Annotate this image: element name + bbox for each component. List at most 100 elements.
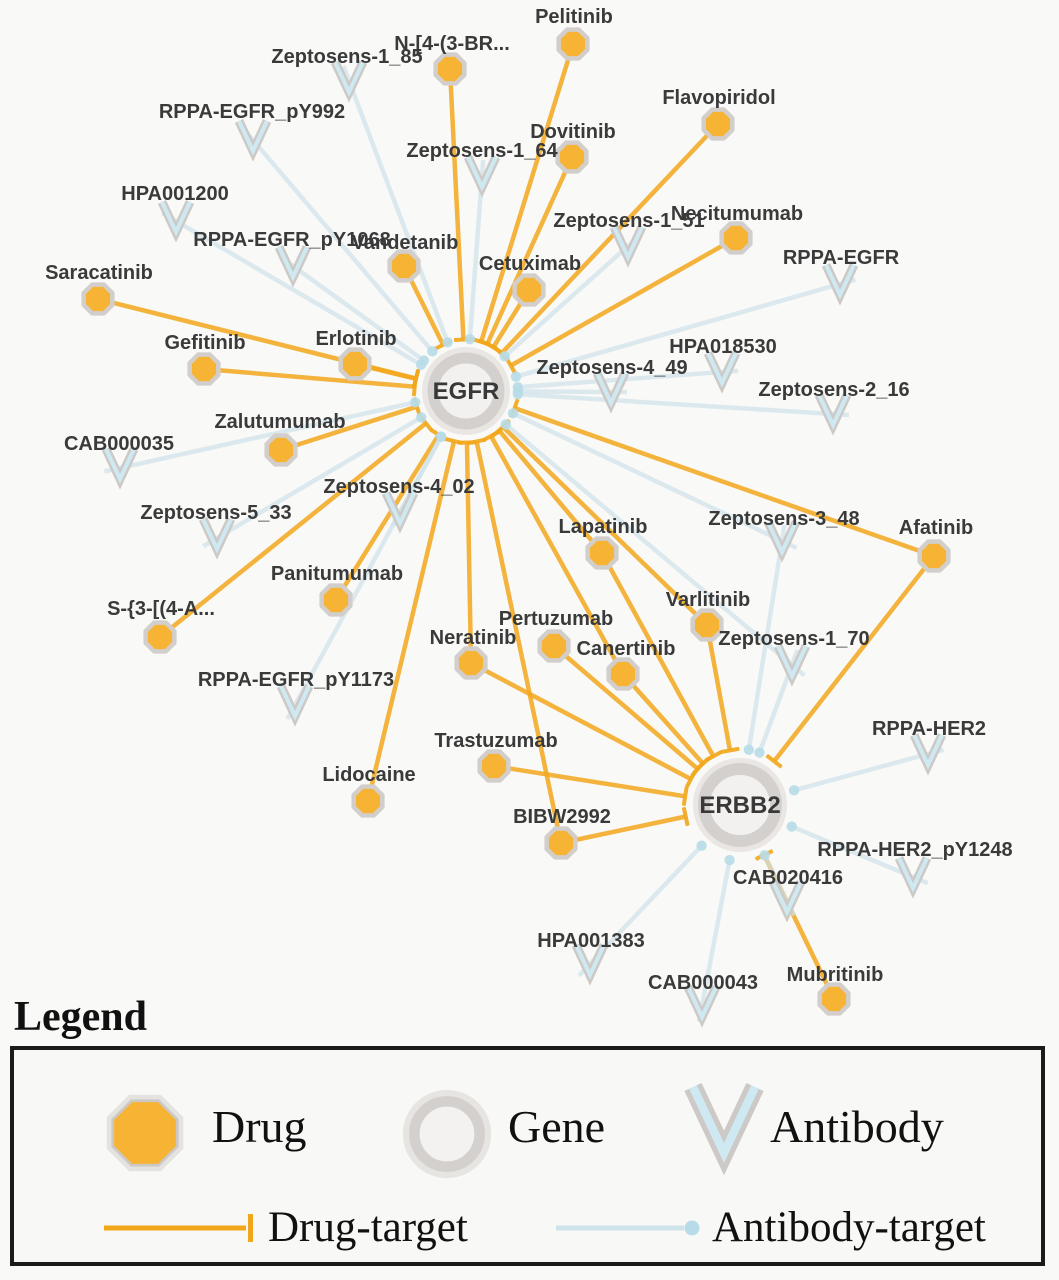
node-label: Cetuximab xyxy=(479,253,581,275)
drug-target-edge xyxy=(495,419,709,627)
node-label: RPPA-HER2 xyxy=(872,718,986,740)
antibody-target-edge xyxy=(499,233,642,362)
antibody-node[interactable] xyxy=(683,985,721,1028)
node-label: Zeptosens-3_48 xyxy=(708,508,859,530)
node-label: Zeptosens-1_70 xyxy=(718,628,869,650)
antibody-node[interactable] xyxy=(592,371,630,414)
drug-target-edge xyxy=(600,551,723,763)
node-label: RPPA-HER2_pY1248 xyxy=(817,839,1012,861)
node-label: Pelitinib xyxy=(535,6,613,28)
antibody-node[interactable] xyxy=(909,733,947,776)
drug-octagon-icon xyxy=(106,1094,184,1172)
node-label: Saracatinib xyxy=(45,262,153,284)
drug-target-edge xyxy=(621,672,712,772)
antibody-node[interactable] xyxy=(763,520,801,563)
drug-node[interactable] xyxy=(143,620,177,654)
label-layer: Pelitinib N-[4-(3-BR... Flavopiridol Doviti… xyxy=(45,6,1013,994)
node-label: Zeptosens-2_16 xyxy=(758,379,909,401)
antibody-node[interactable] xyxy=(276,684,314,727)
drug-target-edge xyxy=(280,397,422,453)
antibody-node[interactable] xyxy=(821,263,859,306)
drug-target-edge xyxy=(560,807,690,846)
node-label: Necitumumab xyxy=(671,203,803,225)
drug-node[interactable] xyxy=(556,27,590,61)
drug-node[interactable] xyxy=(187,352,221,386)
gene-node[interactable] xyxy=(422,347,510,435)
node-label: CAB020416 xyxy=(733,867,843,889)
drug-node[interactable] xyxy=(544,826,578,860)
drug-layer xyxy=(81,27,951,1016)
drug-node[interactable] xyxy=(319,583,353,617)
antibody-target-edge xyxy=(788,747,945,796)
antibody-target-edge xyxy=(202,412,427,549)
antibody-node[interactable] xyxy=(198,517,236,560)
drug-node[interactable] xyxy=(917,539,951,573)
antibody-node[interactable] xyxy=(768,880,806,923)
antibody-node[interactable] xyxy=(157,200,195,243)
drug-node[interactable] xyxy=(719,221,753,255)
antibody-target-edge xyxy=(743,524,787,755)
drug-node[interactable] xyxy=(433,52,467,86)
drug-node[interactable] xyxy=(512,273,546,307)
antibody-node[interactable] xyxy=(234,119,272,162)
gene-circle-icon xyxy=(402,1089,492,1179)
drug-node[interactable] xyxy=(477,749,511,783)
node-label: Zeptosens-1_51 xyxy=(553,210,704,232)
drug-node[interactable] xyxy=(81,282,115,316)
antibody-node[interactable] xyxy=(274,245,312,288)
antibody-target-edge xyxy=(512,389,850,418)
legend-title: Legend xyxy=(14,994,148,1040)
antibody-target-edge xyxy=(341,65,453,348)
antibody-node[interactable] xyxy=(463,155,501,198)
drug-node[interactable] xyxy=(338,347,372,381)
drug-node[interactable] xyxy=(537,629,571,663)
node-label: Gefitinib xyxy=(164,332,245,354)
antibody-node[interactable] xyxy=(330,60,368,103)
node-label: RPPA-EGFR xyxy=(783,247,900,269)
antibody-node[interactable] xyxy=(773,644,811,687)
legend-antibody-label: Antibody xyxy=(770,1101,944,1152)
node-label: N-[4-(3-BR... xyxy=(394,33,510,55)
node-label: RPPA-EGFR_pY1068 xyxy=(193,229,390,251)
drug-node[interactable] xyxy=(690,608,724,642)
antibody-node[interactable] xyxy=(609,225,647,268)
drug-node[interactable] xyxy=(817,982,851,1016)
antibody-node[interactable] xyxy=(894,856,932,899)
node-label: RPPA-EGFR_pY992 xyxy=(159,101,345,123)
drug-node[interactable] xyxy=(454,646,488,680)
node-label: Neratinib xyxy=(430,627,517,649)
drug-node[interactable] xyxy=(351,784,385,818)
antibody-node[interactable] xyxy=(571,943,609,986)
antibody-target-edge xyxy=(285,431,447,721)
node-label: Varlitinib xyxy=(666,589,750,611)
node-label: Lapatinib xyxy=(559,516,648,538)
drug-target-edge xyxy=(504,236,738,375)
drug-node[interactable] xyxy=(606,657,640,691)
drug-node[interactable] xyxy=(387,249,421,283)
antibody-node[interactable] xyxy=(703,351,741,394)
antibody-node[interactable] xyxy=(381,491,419,534)
node-label: HPA001383 xyxy=(537,930,644,952)
node-label: Trastuzumab xyxy=(434,730,557,752)
drug-node[interactable] xyxy=(264,433,298,467)
drug-node[interactable] xyxy=(555,140,589,174)
drug-target-edge xyxy=(469,661,697,789)
node-label: Zeptosens-5_33 xyxy=(140,502,291,524)
node-label: Zeptosens-4_02 xyxy=(323,476,474,498)
drug-node[interactable] xyxy=(585,536,619,570)
antibody-node[interactable] xyxy=(101,447,139,490)
node-label: RPPA-EGFR_pY1173 xyxy=(198,669,394,691)
antibody-target-edge xyxy=(696,854,735,1023)
node-label: Erlotinib xyxy=(315,328,396,350)
drug-target-edge xyxy=(552,644,706,778)
gene-node[interactable] xyxy=(693,758,787,852)
drug-node[interactable] xyxy=(701,107,735,141)
node-label: CAB000035 xyxy=(64,433,174,455)
node-label: Lidocaine xyxy=(322,764,415,786)
gene-label: ERBB2 xyxy=(699,792,780,819)
drug-target-edge xyxy=(493,122,720,362)
antibody-node[interactable] xyxy=(814,393,852,436)
drug-target-edge xyxy=(457,440,477,664)
